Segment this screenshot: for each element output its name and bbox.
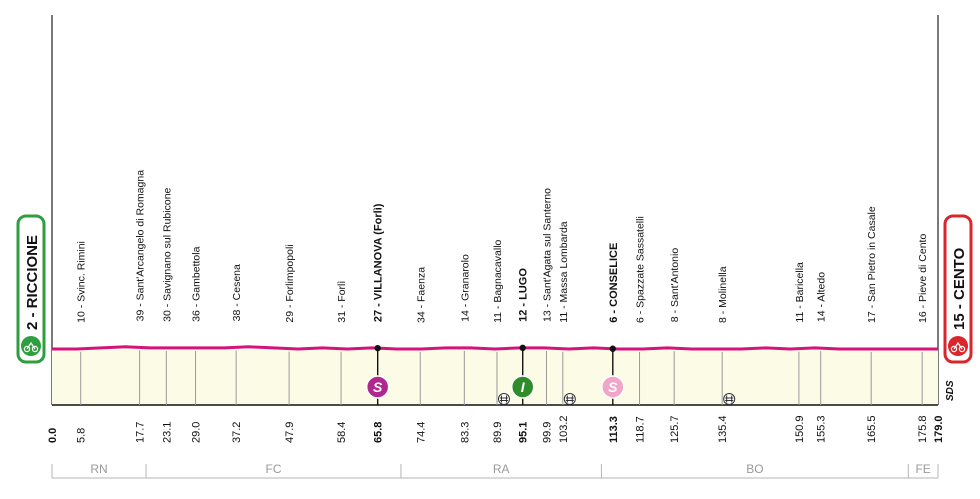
profile-area: [52, 345, 938, 406]
sprint-marker-s-icon: S: [365, 375, 390, 399]
bike-wheel: [950, 345, 958, 353]
waypoint-label: 27 - VILLANOVA (Forlì): [373, 203, 385, 322]
waypoint-label: 12 - LUGO: [518, 268, 530, 322]
distance-tick-label: 5.8: [76, 428, 88, 443]
finish-badge: 15 - CENTO: [943, 214, 973, 364]
distance-tick-label: 23.1: [161, 422, 173, 443]
distance-tick-label: 37.2: [231, 422, 243, 443]
waypoint-label: 6 - CONSELICE: [608, 243, 620, 323]
bike-wheel: [31, 345, 39, 353]
province-label: FC: [266, 462, 282, 476]
start-badge-label: 2 - RICCIONE: [24, 235, 41, 330]
start-badge-bike-icon: [21, 336, 41, 356]
crossing-circle: [723, 393, 736, 405]
waypoint-dot: [374, 344, 381, 352]
bike-frame: [26, 341, 36, 350]
waypoint-label: 29 - Forlimpopoli: [284, 244, 296, 322]
start-finish-badges: SDS 2 - RICCIONE 15 - CENTO: [16, 214, 973, 401]
crossing-circle: [563, 393, 576, 405]
distance-tick-label: 113.3: [608, 416, 620, 443]
distance-tick-label: 179.0: [933, 415, 945, 443]
waypoint-dot: [519, 344, 526, 352]
sprint-marker-circle: [365, 375, 390, 399]
waypoint-label: 34 - Faenza: [415, 267, 427, 323]
province-bar: RN FC RA BO FE: [51, 462, 939, 479]
chart-background: [51, 15, 939, 405]
waypoint-label: 10 - Svinc. Rimini: [76, 241, 88, 323]
distance-tick-label: 99.9: [541, 422, 553, 443]
waypoint-label: 30 - Savignano sul Rubicone: [161, 187, 173, 321]
start-badge: 2 - RICCIONE: [16, 214, 46, 364]
finish-badge-frame: [943, 214, 973, 364]
bike-wheel: [23, 345, 31, 353]
sprint-marker-circle: [601, 375, 625, 399]
distance-tick-label: 89.9: [492, 422, 504, 443]
waypoint-label: 14 - Granarolo: [459, 254, 471, 322]
province-label: RN: [90, 462, 107, 476]
level-crossing-icon: [497, 393, 510, 405]
waypoint-label: 31 - Forlì: [336, 281, 348, 323]
distance-tick-label: 150.9: [794, 415, 806, 443]
sprint-marker-letter: S: [608, 379, 618, 395]
finish-badge-bike-icon: [948, 336, 968, 356]
sprint-marker-letter: S: [373, 379, 383, 395]
distance-tick-label: 155.3: [816, 415, 828, 443]
profile-fill: [52, 346, 938, 405]
distance-tick-label: 125.7: [669, 415, 681, 443]
distance-tick-label: 103.2: [558, 415, 570, 443]
distance-tick-label: 65.8: [373, 422, 385, 443]
distance-tick-label: 74.4: [415, 422, 427, 443]
distance-tick-label: 58.4: [336, 422, 348, 443]
bike-wheel: [958, 345, 966, 353]
waypoint-label: 11 - Massa Lombarda: [558, 221, 570, 323]
waypoint-label: 14 - Altedo: [816, 272, 828, 322]
waypoint-label: 6 - Spazzate Sassatelli: [635, 216, 647, 323]
province-label: RA: [493, 462, 510, 476]
waypoint-label: 11 - Bagnacavallo: [492, 239, 504, 322]
waypoint-dot: [609, 345, 617, 352]
level-crossing-icon: [563, 393, 576, 405]
distance-tick-label: 29.0: [191, 422, 203, 443]
waypoint-label: 39 - Sant'Arcangelo di Romagna: [135, 170, 147, 322]
start-badge-frame: [16, 214, 46, 364]
waypoint-label: 17 - San Pietro in Casale: [866, 206, 878, 323]
province-label: FE: [915, 462, 930, 476]
waypoint-label: 36 - Gambettola: [191, 246, 203, 321]
distance-ticks: 0.0 5.8 17.7 23.1 29.0 37.2 47.9 58.4 65.8 74.4 83…: [47, 415, 945, 443]
waypoint-label: 8 - Molinella: [717, 266, 729, 323]
waypoint-label: 13 - Sant'Agata sul Santerno: [541, 188, 553, 322]
level-crossing-icon: [723, 393, 736, 405]
bike-frame: [953, 341, 963, 350]
profile-line: [52, 345, 938, 351]
distance-tick-label: 95.1: [518, 422, 530, 443]
distance-tick-label: 83.3: [459, 422, 471, 443]
crossing-circle: [497, 393, 510, 405]
waypoint-label: 38 - Cesena: [231, 264, 243, 321]
sprint-marker-circle: [510, 375, 535, 399]
distance-tick-label: 17.7: [135, 422, 147, 443]
waypoint-label: 16 - Pieve di Cento: [917, 234, 929, 323]
distance-tick-label: 0.0: [47, 428, 59, 443]
waypoint-labels: 10 - Svinc. Rimini 39 - Sant'Arcangelo di…: [76, 170, 929, 323]
sprint-marker-letter: I: [521, 379, 526, 395]
waypoint-lines: [80, 344, 923, 405]
waypoint-label: 8 - Sant'Antonio: [669, 248, 681, 323]
distance-tick-label: 118.7: [635, 416, 647, 443]
distance-tick-label: 47.9: [284, 422, 296, 443]
waypoint-label: 11 - Baricella: [794, 262, 806, 323]
sprint-marker-i-icon: I: [510, 375, 535, 399]
distance-tick-label: 165.5: [866, 415, 878, 443]
distance-tick-label: 175.8: [917, 415, 929, 443]
distance-tick-label: 135.4: [717, 415, 729, 443]
finish-badge-label: 15 - CENTO: [951, 247, 968, 330]
crossing-icons: [497, 393, 736, 405]
sds-logo: SDS: [945, 380, 956, 401]
province-label: BO: [746, 462, 763, 476]
sprint-marker-s-icon: S: [601, 375, 625, 399]
